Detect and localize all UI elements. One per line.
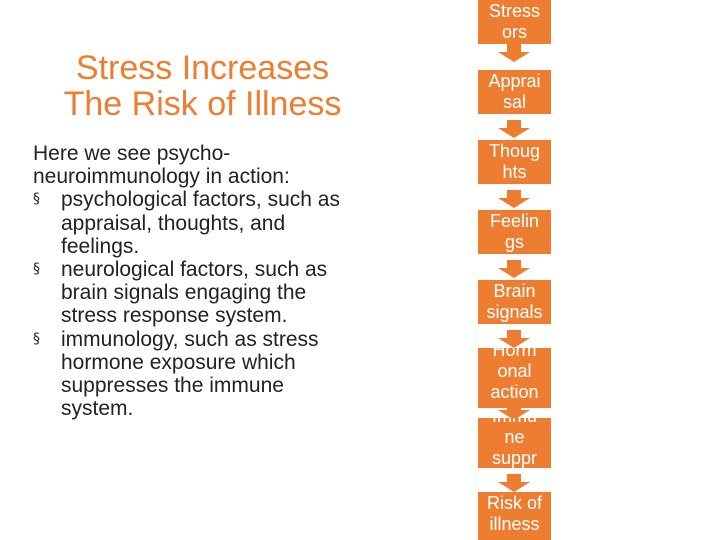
bullet-line: psychological factors, such as [61,188,340,212]
flow-step-line: illness [489,514,540,534]
slide-title: Stress Increases The Risk of Illness [20,50,385,122]
flow-step-line: action [490,382,539,402]
flow-step-immune-suppression: Immu ne suppr [478,418,551,468]
flow-step-line: Stress [488,1,540,21]
bullet-item-neurological: § neurological factors, such as brain si… [33,258,383,328]
flow-step-line: Thoug [488,141,541,161]
flow-step-line: Horm [492,348,537,360]
flow-step-appraisal: Apprai sal [478,70,551,114]
bullet-line: system. [61,397,134,421]
flow-arrow-down-icon [498,44,530,62]
bullet-line: immunology, such as stress [61,327,319,351]
flow-arrow-down-icon [498,190,530,208]
flow-step-line: ors [501,22,527,42]
flow-step-line: Apprai [488,71,541,91]
flow-step-line: Risk of [486,493,542,513]
flow-step-line: Immu [478,418,551,427]
flow-arrow-down-icon [498,120,530,138]
flow-step-line: hts [502,162,527,182]
bullet-marker-icon: § [33,330,40,347]
flow-arrow-down-icon [498,474,530,492]
flow-step-line: onal [497,361,532,381]
bullet-line: appraisal, thoughts, and [61,211,286,235]
flow-step-thoughts: Thoug hts [478,140,551,184]
slide-body: Here we see psycho- neuroimmunology in a… [33,142,383,420]
flow-step-line: sal [502,92,526,112]
flow-step-risk-of-illness: Risk of illness [478,492,551,540]
flow-arrow-down-icon [498,330,530,348]
flow-step-stressors: Stress ors [478,0,551,44]
bullet-item-immunology: § immunology, such as stress hormone exp… [33,328,383,421]
intro-text: Here we see psycho- neuroimmunology in a… [33,142,383,188]
flow-arrow-down-icon [498,402,530,420]
bullet-list: § psychological factors, such as apprais… [33,188,383,420]
slide-title-line-1: Stress Increases [75,49,330,87]
flow-arrow-down-icon [498,260,530,278]
bullet-line: suppresses the immune [61,374,284,398]
bullet-item-psychological: § psychological factors, such as apprais… [33,188,383,258]
flow-step-line: ne [504,427,525,447]
flow-step-brain-signals: Brain signals [478,280,551,324]
flow-step-line: gs [504,232,524,252]
intro-line-1: Here we see psycho- [33,142,231,165]
slide-title-line-2: The Risk of Illness [63,85,342,123]
bullet-line: feelings. [61,234,140,258]
bullet-line: brain signals engaging the [61,281,307,305]
flow-step-line: Brain [493,281,536,301]
bullet-line: stress response system. [61,304,288,328]
flow-step-line: signals [486,302,543,322]
intro-line-2: neuroimmunology in action: [33,165,290,189]
bullet-line: neurological factors, such as [61,258,328,282]
bullet-marker-icon: § [33,191,40,208]
flow-step-hormonal-action: Horm onal action [478,348,551,408]
flow-step-line: suppr [491,448,538,468]
flow-step-feelings: Feelin gs [478,210,551,254]
bullet-marker-icon: § [33,261,40,278]
flow-step-line: Feelin [489,211,540,231]
bullet-line: hormone exposure which [61,350,296,374]
